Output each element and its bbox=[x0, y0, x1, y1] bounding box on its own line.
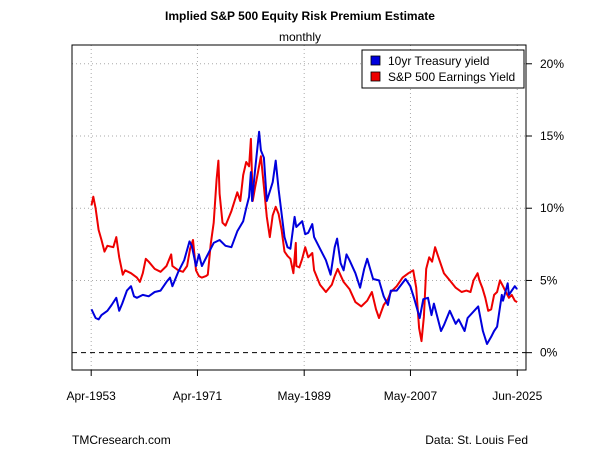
footer-source-right: Data: St. Louis Fed bbox=[425, 433, 528, 447]
y-axis: 0% 5% 10% 15% 20% bbox=[526, 57, 564, 360]
series-line-earnings bbox=[90, 137, 518, 343]
x-tick-label-3: May-2007 bbox=[384, 389, 438, 403]
legend-label-earnings: S&P 500 Earnings Yield bbox=[388, 70, 515, 84]
chart-subtitle: monthly bbox=[278, 30, 322, 44]
x-tick-label-2: May-1989 bbox=[278, 389, 332, 403]
y-tick-label-2: 10% bbox=[540, 201, 564, 215]
legend-swatch-treasury bbox=[370, 55, 381, 66]
x-tick-label-0: Apr-1953 bbox=[66, 389, 116, 403]
legend: 10yr Treasury yield S&P 500 Earnings Yie… bbox=[361, 49, 525, 89]
footer-source-left: TMCresearch.com bbox=[72, 433, 171, 447]
legend-swatch-earnings bbox=[370, 71, 381, 82]
x-axis: Apr-1953 Apr-1971 May-1989 May-2007 Jun-2025 bbox=[66, 370, 543, 403]
series-lines bbox=[90, 130, 518, 345]
y-tick-label-1: 5% bbox=[540, 273, 558, 287]
y-tick-label-3: 15% bbox=[540, 129, 564, 143]
x-tick-label-1: Apr-1971 bbox=[173, 389, 223, 403]
y-tick-label-4: 20% bbox=[540, 57, 564, 71]
y-tick-label-0: 0% bbox=[540, 346, 558, 360]
legend-box bbox=[361, 49, 525, 89]
chart-title: Implied S&P 500 Equity Risk Premium Esti… bbox=[165, 9, 435, 23]
legend-label-treasury: 10yr Treasury yield bbox=[388, 54, 489, 68]
plot-frame bbox=[71, 44, 527, 371]
x-tick-label-4: Jun-2025 bbox=[492, 389, 542, 403]
series-line-treasury bbox=[90, 130, 518, 345]
